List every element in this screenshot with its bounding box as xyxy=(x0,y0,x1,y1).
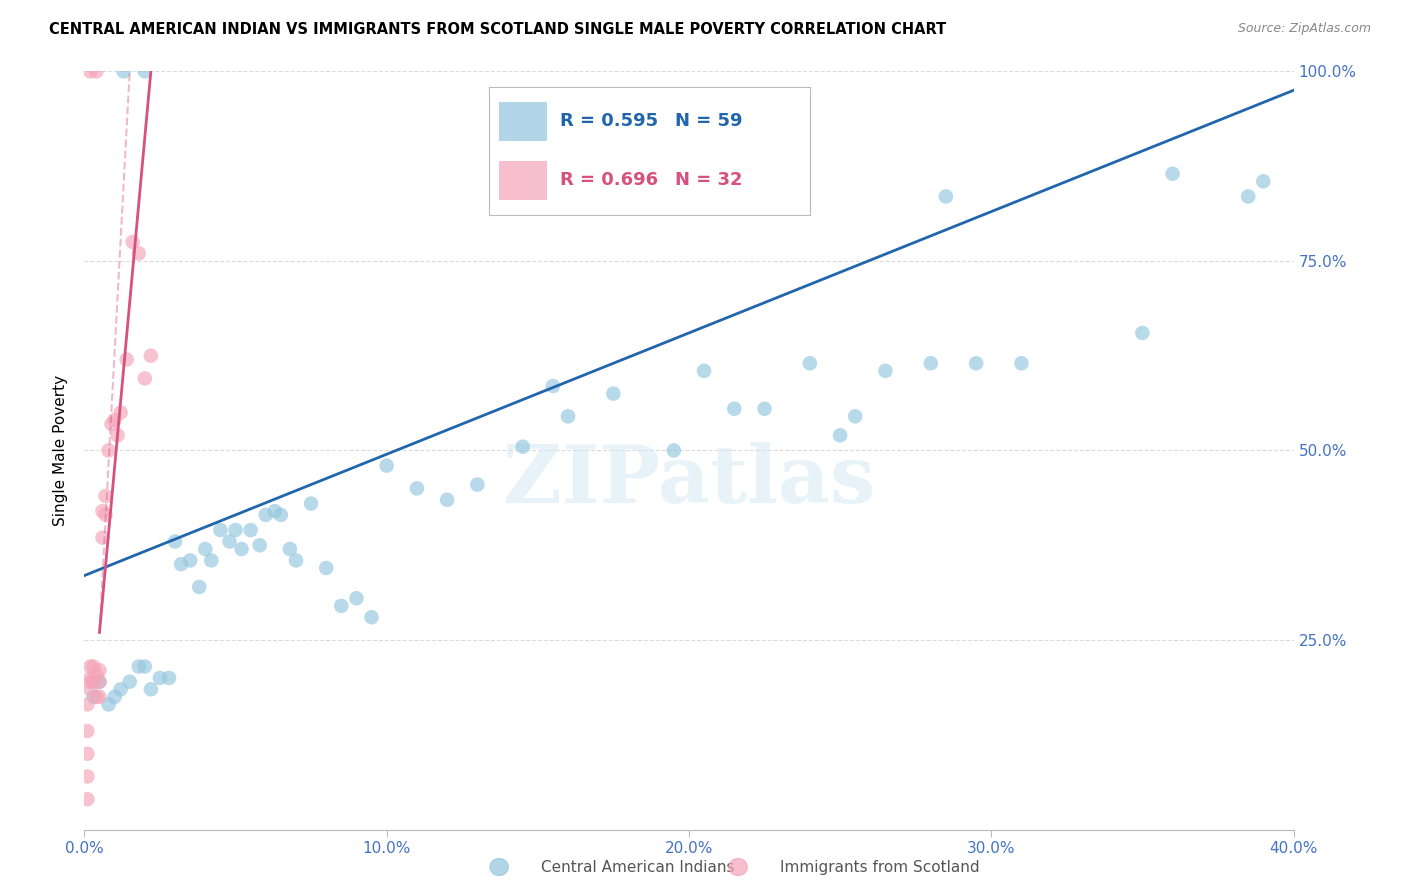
Central American Indians xyxy=(134,659,156,673)
Central American Indians xyxy=(225,523,247,537)
Central American Indians xyxy=(844,409,866,424)
Central American Indians xyxy=(920,356,942,370)
Central American Indians xyxy=(170,557,193,572)
Text: Immigrants from Scotland: Immigrants from Scotland xyxy=(780,860,980,874)
Central American Indians xyxy=(200,553,222,567)
Central American Indians xyxy=(330,599,353,613)
Central American Indians xyxy=(1253,174,1275,188)
Immigrants from Scotland xyxy=(79,674,101,689)
Immigrants from Scotland xyxy=(97,443,120,458)
Central American Indians xyxy=(299,496,322,510)
Immigrants from Scotland xyxy=(94,489,117,503)
Immigrants from Scotland xyxy=(79,671,101,685)
Central American Indians xyxy=(149,671,172,685)
Immigrants from Scotland xyxy=(91,504,114,518)
Central American Indians xyxy=(467,477,489,491)
Central American Indians xyxy=(1161,167,1184,181)
Central American Indians xyxy=(82,690,104,704)
Immigrants from Scotland xyxy=(128,246,150,260)
Immigrants from Scotland xyxy=(76,698,98,712)
Immigrants from Scotland xyxy=(134,371,156,385)
Central American Indians xyxy=(512,440,534,454)
Central American Indians xyxy=(662,443,685,458)
Text: Central American Indians: Central American Indians xyxy=(541,860,735,874)
Central American Indians xyxy=(263,504,285,518)
Central American Indians xyxy=(799,356,821,370)
Central American Indians xyxy=(139,682,162,697)
Central American Indians xyxy=(89,674,111,689)
Immigrants from Scotland xyxy=(79,64,101,78)
Central American Indians xyxy=(557,409,579,424)
Central American Indians xyxy=(231,542,253,557)
Central American Indians xyxy=(157,671,180,685)
Immigrants from Scotland xyxy=(89,674,111,689)
Immigrants from Scotland xyxy=(94,508,117,522)
Central American Indians xyxy=(346,591,368,606)
Immigrants from Scotland xyxy=(121,235,143,249)
Immigrants from Scotland xyxy=(82,659,104,673)
Immigrants from Scotland xyxy=(82,674,104,689)
Immigrants from Scotland xyxy=(86,64,108,78)
Central American Indians xyxy=(188,580,211,594)
Central American Indians xyxy=(1011,356,1033,370)
Immigrants from Scotland xyxy=(100,417,122,431)
Central American Indians xyxy=(270,508,292,522)
Immigrants from Scotland xyxy=(115,352,138,367)
Immigrants from Scotland xyxy=(107,428,129,442)
Central American Indians xyxy=(209,523,232,537)
Central American Indians xyxy=(602,386,624,401)
Central American Indians xyxy=(118,674,141,689)
Central American Indians xyxy=(110,682,132,697)
Immigrants from Scotland xyxy=(89,664,111,678)
Central American Indians xyxy=(134,64,156,78)
Immigrants from Scotland xyxy=(76,769,98,784)
Central American Indians xyxy=(218,534,240,549)
Central American Indians xyxy=(128,659,150,673)
Central American Indians xyxy=(723,401,745,416)
Immigrants from Scotland xyxy=(86,667,108,681)
Central American Indians xyxy=(194,542,217,557)
Central American Indians xyxy=(104,690,127,704)
Y-axis label: Single Male Poverty: Single Male Poverty xyxy=(53,375,69,526)
Central American Indians xyxy=(239,523,262,537)
Central American Indians xyxy=(875,364,897,378)
Immigrants from Scotland xyxy=(76,747,98,761)
Immigrants from Scotland xyxy=(86,690,108,704)
Text: CENTRAL AMERICAN INDIAN VS IMMIGRANTS FROM SCOTLAND SINGLE MALE POVERTY CORRELAT: CENTRAL AMERICAN INDIAN VS IMMIGRANTS FR… xyxy=(49,22,946,37)
Immigrants from Scotland xyxy=(79,659,101,673)
Immigrants from Scotland xyxy=(89,690,111,704)
Immigrants from Scotland xyxy=(110,405,132,420)
Central American Indians xyxy=(360,610,382,624)
Central American Indians xyxy=(965,356,987,370)
Central American Indians xyxy=(315,561,337,575)
Central American Indians xyxy=(278,542,301,557)
Immigrants from Scotland xyxy=(79,682,101,697)
Immigrants from Scotland xyxy=(91,531,114,545)
Central American Indians xyxy=(436,492,458,507)
Central American Indians xyxy=(249,538,271,552)
Central American Indians xyxy=(375,458,398,473)
Central American Indians xyxy=(830,428,852,442)
Central American Indians xyxy=(254,508,277,522)
Central American Indians xyxy=(693,364,716,378)
Central American Indians xyxy=(754,401,776,416)
Central American Indians xyxy=(1130,326,1153,340)
Central American Indians xyxy=(1237,189,1260,203)
Central American Indians xyxy=(165,534,187,549)
Central American Indians xyxy=(112,64,135,78)
Central American Indians xyxy=(179,553,201,567)
Immigrants from Scotland xyxy=(139,349,162,363)
Immigrants from Scotland xyxy=(104,413,127,427)
Central American Indians xyxy=(406,482,429,496)
Central American Indians xyxy=(97,698,120,712)
Central American Indians xyxy=(285,553,308,567)
Central American Indians xyxy=(935,189,957,203)
Immigrants from Scotland xyxy=(76,724,98,739)
Text: Source: ZipAtlas.com: Source: ZipAtlas.com xyxy=(1237,22,1371,36)
Text: ZIPatlas: ZIPatlas xyxy=(503,442,875,520)
Immigrants from Scotland xyxy=(76,792,98,806)
Central American Indians xyxy=(541,379,564,393)
